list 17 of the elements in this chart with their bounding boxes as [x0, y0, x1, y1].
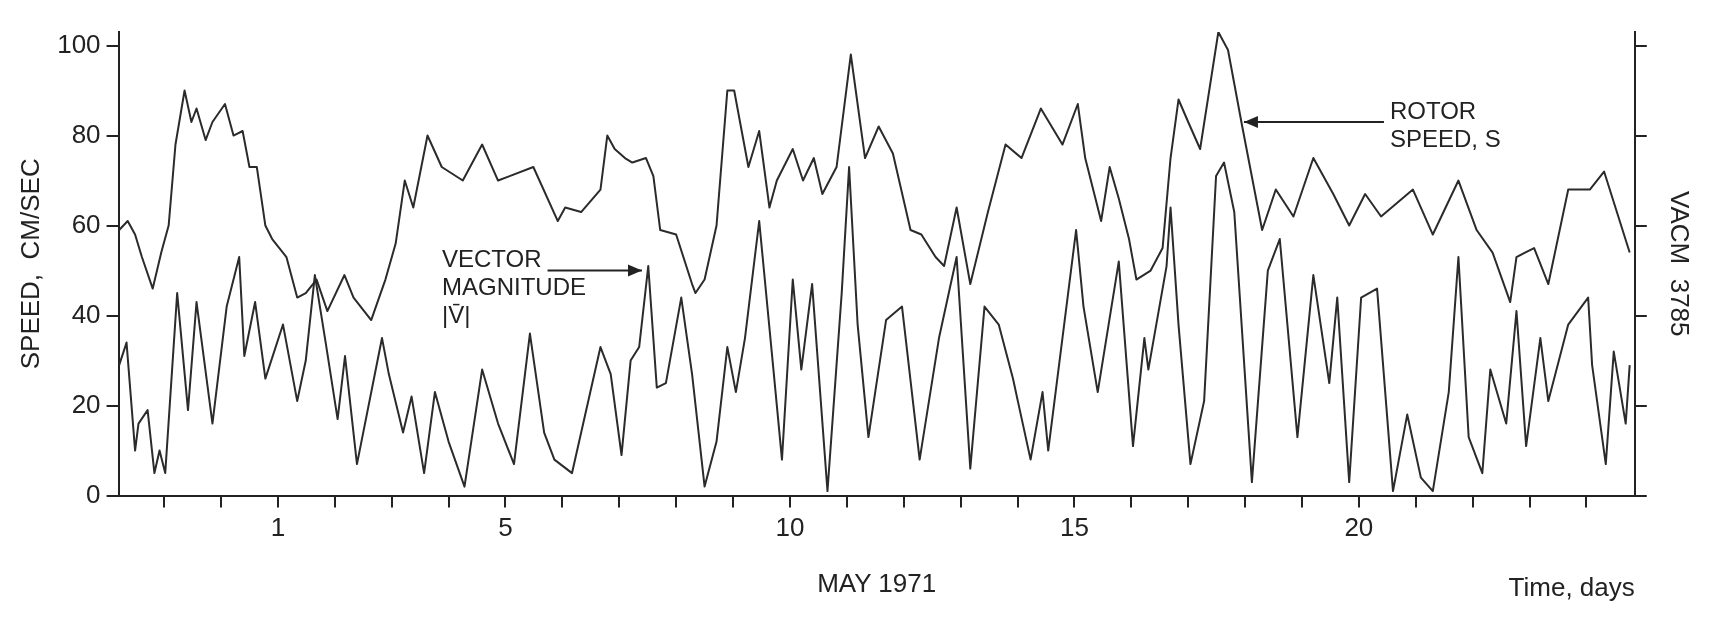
- y2-axis-title: VACM 3785: [1665, 191, 1696, 337]
- y-tick-label: 0: [86, 478, 101, 509]
- x-tick-label: 10: [775, 512, 805, 543]
- x-tick-label: 15: [1059, 512, 1089, 543]
- x-tick-label: 1: [270, 512, 286, 543]
- text: Time, days: [1508, 572, 1635, 603]
- y-tick-label: 60: [71, 208, 101, 239]
- annotation: ROTOR SPEED, S: [1389, 96, 1501, 152]
- y-axis-title: SPEED, CM/SEC: [14, 158, 45, 370]
- x-tick-label: 20: [1344, 512, 1374, 543]
- y-tick-label: 100: [57, 28, 101, 59]
- y-tick-label: 20: [71, 388, 101, 419]
- x-axis-title: MAY 1971: [817, 567, 937, 598]
- x-tick-label: 5: [498, 512, 513, 543]
- annotation: VECTOR MAGNITUDE |V̄|: [441, 245, 586, 329]
- y-tick-label: 40: [71, 298, 101, 329]
- y-tick-label: 80: [71, 118, 101, 149]
